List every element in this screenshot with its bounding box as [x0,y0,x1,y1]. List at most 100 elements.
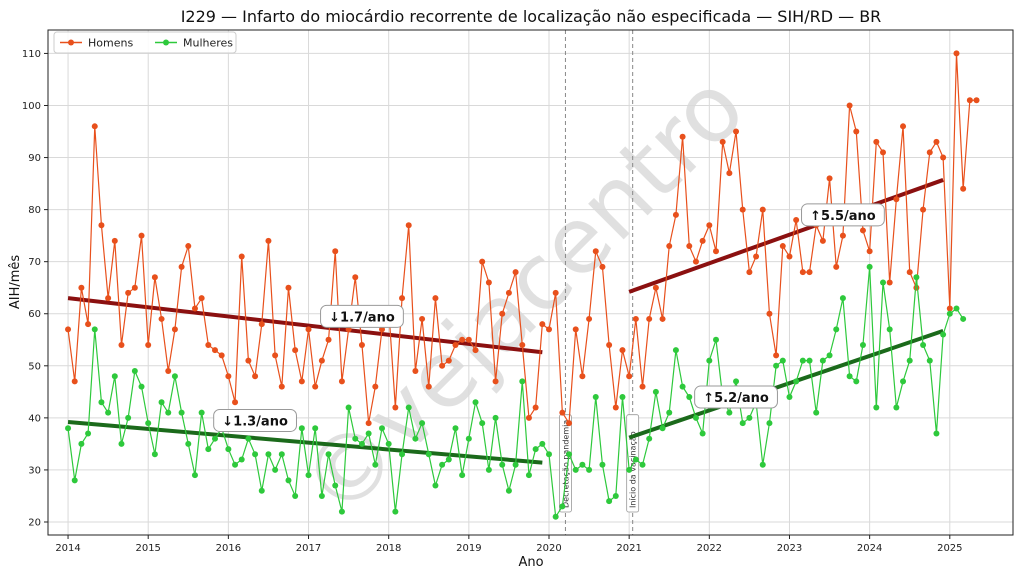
x-tick-label: 2016 [216,543,241,554]
data-point [372,383,379,390]
data-point [405,404,412,411]
y-tick-label: 80 [28,205,41,216]
event-label-text: Decretação pandemia [561,420,570,508]
data-point [719,138,726,145]
data-point [659,425,666,432]
data-point [499,310,506,317]
data-point [379,425,385,432]
data-point [105,295,112,302]
data-point [793,217,800,224]
data-point [432,295,439,302]
data-point [459,336,466,343]
data-point [285,284,292,291]
data-point [278,383,285,390]
data-point [512,461,519,468]
x-axis-ticks: 2014 2015 2016 2017 2018 2019 2020 2021 2022 2023… [55,535,963,554]
data-point [125,289,132,296]
data-point [525,414,532,421]
data-point [405,222,412,229]
data-point [272,466,279,473]
data-point [238,456,245,463]
data-point [485,279,492,286]
data-point [546,326,552,333]
data-point [826,352,833,359]
y-tick-label: 50 [28,361,41,372]
data-point [165,368,172,375]
data-point [191,472,198,479]
data-point [372,461,379,468]
y-axis-ticks: 20 30 40 50 60 70 80 90 100 110 [22,49,48,528]
data-point [806,357,813,364]
trend-label: ↓1.7/ano [320,304,404,328]
data-point [452,425,459,432]
data-point [131,368,138,375]
data-point [298,425,305,432]
y-tick-label: 70 [28,257,41,268]
data-point [773,362,780,369]
data-point [960,315,967,322]
data-point [292,347,299,354]
trend-line [628,329,944,440]
data-point [900,123,907,130]
data-point [392,508,399,515]
data-point [632,456,639,463]
data-point [519,341,526,348]
data-point [539,321,546,328]
plot-frame [47,29,1014,536]
data-point [933,138,940,145]
data-point [826,175,833,182]
data-point [298,378,305,385]
x-tick-label: 2017 [296,543,321,554]
trend-line [628,178,944,294]
data-point [145,341,152,348]
trend-label-box [320,304,404,328]
data-point [706,222,713,229]
data-point [71,477,78,484]
data-point [245,435,252,442]
data-point [499,461,506,468]
data-point [519,378,526,385]
data-point [799,269,806,276]
legend-swatch-marker [163,39,169,46]
data-point [859,341,866,348]
data-point [505,289,512,296]
trend-label: ↑5.5/ano [801,203,885,227]
data-point [606,341,613,348]
data-point [646,435,653,442]
data-point [920,341,927,348]
event-label: Decretação pandemia [559,414,572,513]
data-point [612,492,619,499]
data-point [332,248,339,255]
data-point [178,409,185,416]
data-point [245,357,252,364]
chart-title: I229 — Infarto do miocárdio recorrente d… [181,7,882,26]
data-point [566,420,573,427]
data-point [232,461,239,468]
data-point [85,321,92,328]
data-point [713,248,719,255]
data-point [579,373,586,380]
data-point [345,404,352,411]
data-point [626,373,633,380]
data-point [98,399,105,406]
data-point [345,326,352,333]
data-point [559,409,566,416]
trend-line [67,296,543,355]
data-point [686,394,693,401]
data-point [265,237,272,244]
data-point [191,305,198,312]
data-point [198,409,205,416]
data-point [492,414,499,421]
data-point [586,466,593,473]
data-point [793,378,800,385]
data-point [198,295,205,302]
data-point [91,123,98,130]
x-tick-label: 2023 [777,543,802,554]
data-point [505,487,512,494]
data-point [205,341,212,348]
data-point [218,352,225,359]
y-tick-label: 60 [28,309,41,320]
data-point [920,206,927,213]
data-point [265,451,272,458]
data-point [819,237,826,244]
